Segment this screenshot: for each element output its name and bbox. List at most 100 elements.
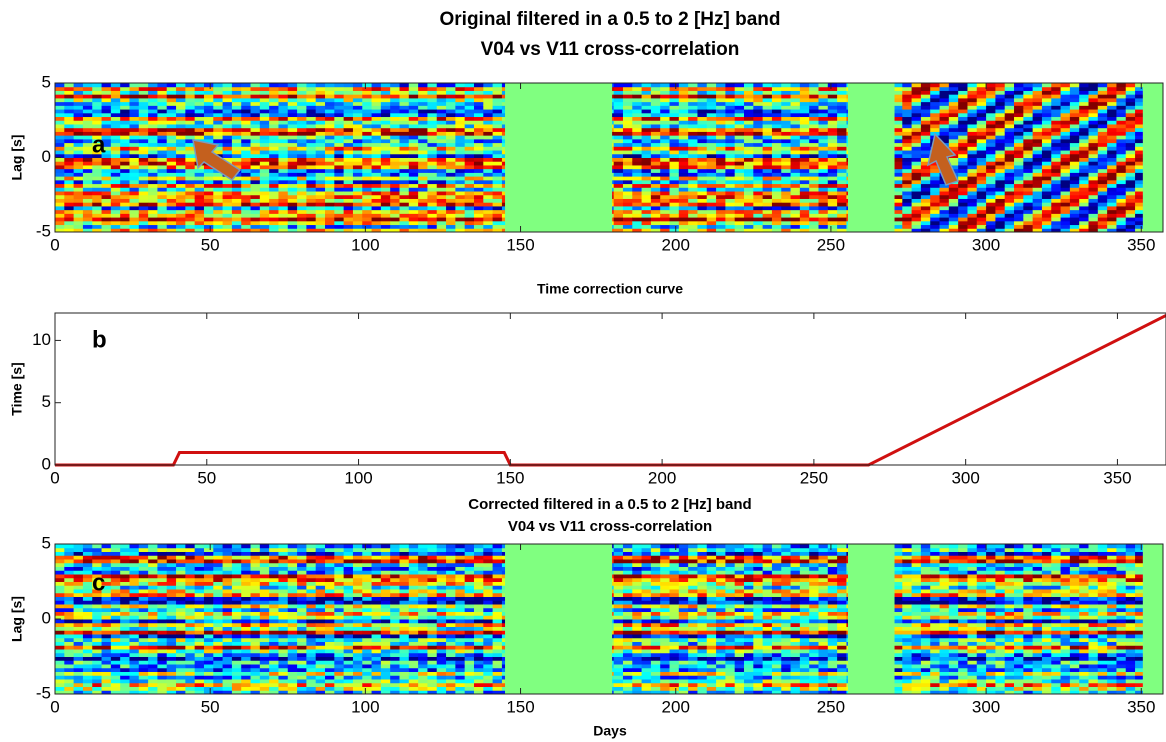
heatmap-cell — [622, 194, 633, 199]
heatmap-cell — [418, 209, 428, 214]
heatmap-cell — [380, 183, 391, 188]
heatmap-cell — [790, 138, 801, 144]
heatmap-cell — [827, 101, 838, 106]
heatmap-cell — [995, 153, 1006, 158]
heatmap-cell — [194, 112, 205, 118]
heatmap-cell — [1088, 142, 1099, 147]
heatmap-cell — [818, 209, 829, 214]
heatmap-cell — [390, 83, 401, 88]
heatmap-cell — [986, 109, 996, 114]
heatmap-cell — [613, 135, 624, 140]
heatmap-cell — [744, 164, 754, 170]
heatmap-cell — [1051, 127, 1062, 132]
heatmap-cell — [613, 228, 624, 233]
heatmap-cell — [231, 198, 242, 203]
heatmap-cell — [995, 109, 1006, 114]
heatmap-cell — [669, 205, 680, 211]
heatmap-cell — [82, 194, 93, 199]
heatmap-cell — [613, 194, 624, 199]
heatmap-cell — [492, 94, 503, 99]
heatmap-cell — [73, 559, 84, 564]
heatmap-cell — [306, 116, 317, 121]
heatmap-cell — [446, 209, 456, 214]
heatmap-cell — [464, 94, 475, 99]
heatmap-cell — [1014, 209, 1024, 214]
heatmap-cell — [418, 142, 428, 147]
heatmap-cell — [185, 112, 196, 118]
heatmap-cell — [837, 131, 847, 136]
heatmap-cell — [892, 138, 903, 144]
heatmap-cell — [287, 205, 298, 211]
heatmap-cell — [325, 135, 335, 140]
heatmap-cell — [1051, 172, 1062, 177]
heatmap-cell — [138, 123, 149, 129]
heatmap-cell — [399, 198, 410, 203]
heatmap-cell — [632, 224, 643, 229]
heatmap-cell — [930, 213, 941, 218]
heatmap-cell — [176, 209, 186, 214]
heatmap-cell — [920, 83, 931, 88]
heatmap-cell — [306, 213, 317, 218]
heatmap-cell — [622, 179, 633, 185]
heatmap-cell — [82, 682, 93, 687]
heatmap-cell — [1032, 157, 1043, 162]
heatmap-cell — [138, 194, 149, 199]
heatmap-cell — [120, 224, 130, 229]
heatmap-cell — [958, 86, 968, 91]
heatmap-cell — [632, 176, 643, 181]
heatmap-cell — [753, 94, 764, 99]
heatmap-cell — [781, 127, 792, 132]
heatmap-cell — [762, 90, 773, 95]
heatmap-cell — [1088, 217, 1099, 222]
heatmap-cell — [1097, 191, 1108, 196]
heatmap-cell — [287, 101, 298, 106]
heatmap-cell — [632, 217, 643, 222]
heatmap-cell — [380, 157, 391, 162]
heatmap-cell — [418, 168, 428, 173]
heatmap-cell — [250, 112, 261, 118]
heatmap-cell — [1125, 94, 1136, 99]
heatmap-cell — [408, 120, 419, 125]
heatmap-cell — [725, 116, 736, 121]
heatmap-cell — [1116, 101, 1127, 106]
heatmap-cell — [1079, 191, 1090, 196]
heatmap-cell — [902, 187, 913, 192]
heatmap-cell — [455, 97, 466, 103]
heatmap-cell — [82, 146, 93, 151]
heatmap-cell — [818, 120, 829, 125]
heatmap-cell — [55, 101, 65, 106]
heatmap-cell — [55, 202, 65, 207]
heatmap-cell — [92, 135, 103, 140]
heatmap-cell — [1097, 202, 1108, 207]
y-tick-label: -5 — [36, 221, 51, 240]
heatmap-cell — [613, 213, 624, 218]
heatmap-cell — [1079, 127, 1090, 132]
heatmap-cell — [129, 94, 140, 99]
heatmap-cell — [408, 168, 419, 173]
heatmap-cell — [213, 224, 224, 229]
heatmap-cell — [706, 198, 717, 203]
heatmap-cell — [744, 176, 754, 181]
heatmap-cell — [203, 105, 214, 110]
heatmap-cell — [55, 585, 65, 590]
heatmap-cell — [120, 142, 130, 147]
heatmap-cell — [203, 179, 214, 185]
heatmap-cell — [138, 105, 149, 110]
x-tick-label: 350 — [1127, 235, 1155, 254]
heatmap-cell — [55, 168, 65, 173]
heatmap-cell — [790, 120, 801, 125]
heatmap-cell — [82, 592, 93, 597]
heatmap-cell — [920, 135, 931, 140]
heatmap-cell — [1014, 123, 1024, 129]
heatmap-cell — [1060, 116, 1071, 121]
heatmap-cell — [1069, 109, 1080, 114]
heatmap-cell — [1088, 168, 1099, 173]
heatmap-cell — [287, 90, 298, 95]
heatmap-cell — [231, 213, 242, 218]
heatmap-cell — [213, 116, 224, 121]
heatmap-cell — [678, 183, 689, 188]
heatmap-cell — [688, 123, 698, 129]
heatmap-cell — [632, 168, 643, 173]
heatmap-cell — [725, 135, 736, 140]
heatmap-cell — [64, 626, 75, 631]
